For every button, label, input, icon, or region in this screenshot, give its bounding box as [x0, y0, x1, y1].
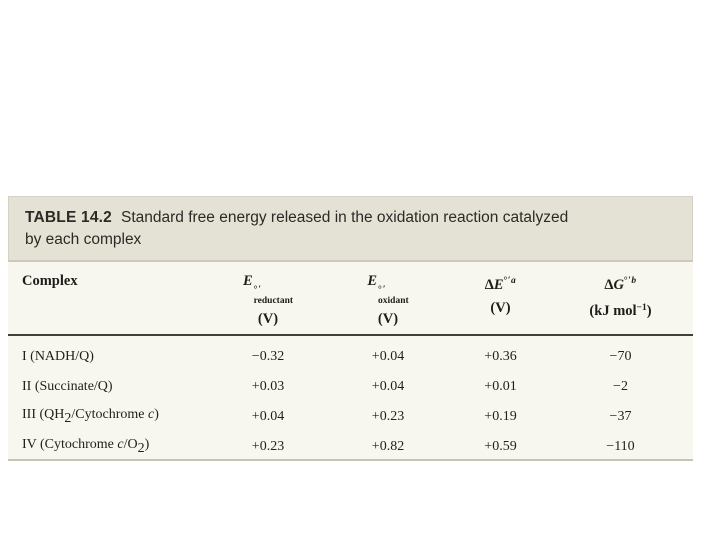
table-title-band: TABLE 14.2 Standard free energy released … — [8, 196, 693, 262]
row-delta-e: +0.19 — [484, 409, 517, 424]
row-complex-label: I (NADH/Q) — [22, 349, 94, 364]
row-e-oxidant: +0.04 — [371, 379, 405, 394]
row-e-reductant: +0.23 — [251, 439, 285, 454]
row-delta-g: −2 — [613, 379, 628, 394]
row-e-oxidant: +0.82 — [371, 439, 405, 454]
row-e-reductant: −0.32 — [251, 349, 285, 364]
row-delta-g: −37 — [609, 409, 632, 424]
table-row: IV (Cytochrome c/O2) +0.23 +0.82 +0.59 −… — [8, 432, 693, 462]
unit-volts: (V) — [490, 300, 511, 316]
column-header-complex: Complex — [22, 273, 78, 289]
table-title-line1: Standard free energy released in the oxi… — [121, 209, 569, 226]
unit-kj-per-mol: (kJ mol−1) — [589, 303, 652, 319]
unit-volts: (V) — [377, 311, 399, 327]
table-body: Complex E °′ reductant (V) E °′ oxidant (V) … — [8, 262, 693, 461]
table-row: III (QH2/Cytochrome c) +0.04 +0.23 +0.19… — [8, 402, 693, 432]
row-complex-label: III (QH2/Cytochrome c) — [22, 407, 159, 426]
column-header-row: Complex E °′ reductant (V) E °′ oxidant (V) … — [8, 271, 693, 329]
row-delta-e: +0.01 — [484, 379, 517, 394]
table-row: I (NADH/Q) −0.32 +0.04 +0.36 −70 — [8, 342, 693, 372]
row-e-oxidant: +0.04 — [371, 349, 405, 364]
free-energy-table: TABLE 14.2 Standard free energy released … — [8, 196, 693, 461]
unit-volts: (V) — [257, 311, 279, 327]
row-delta-e: +0.59 — [484, 439, 517, 454]
header-rule — [8, 334, 693, 336]
row-e-reductant: +0.04 — [251, 409, 285, 424]
column-header-e-reductant: E °′ reductant (V) — [213, 271, 323, 329]
table-row: II (Succinate/Q) +0.03 +0.04 +0.01 −2 — [8, 372, 693, 402]
row-delta-e: +0.36 — [484, 349, 517, 364]
table-rows: I (NADH/Q) −0.32 +0.04 +0.36 −70 II (Suc… — [8, 342, 693, 462]
table-number: TABLE 14.2 — [25, 209, 112, 226]
row-e-oxidant: +0.23 — [371, 409, 405, 424]
row-complex-label: IV (Cytochrome c/O2) — [22, 437, 150, 456]
row-e-reductant: +0.03 — [251, 379, 285, 394]
row-delta-g: −70 — [609, 349, 632, 364]
row-complex-label: II (Succinate/Q) — [22, 379, 113, 394]
row-delta-g: −110 — [606, 439, 635, 454]
table-title-line2: by each complex — [25, 231, 142, 248]
column-header-delta-g: ΔG°′b (kJ mol−1) — [548, 271, 693, 329]
column-header-e-oxidant: E °′ oxidant (V) — [323, 271, 453, 329]
column-header-delta-e: ΔE°′a (V) — [453, 271, 548, 329]
